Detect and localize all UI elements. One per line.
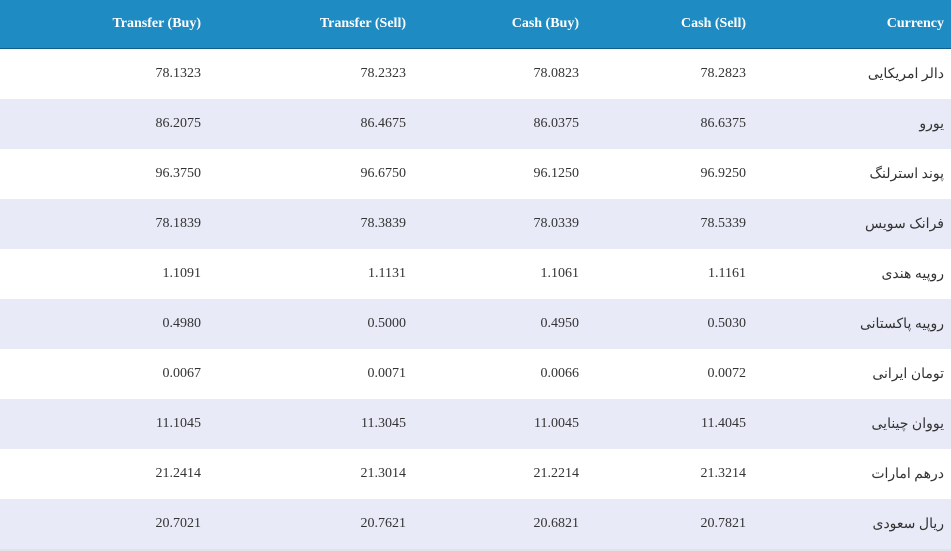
cash-sell-value: 0.0072: [707, 366, 747, 381]
transfer-sell-value: 78.3839: [360, 216, 407, 231]
cash-buy-value: 0.4950: [540, 316, 580, 331]
currency-name: روپیه هندی: [881, 266, 944, 282]
transfer-buy-value: 86.2075: [155, 116, 202, 131]
table-row: 21.2414 21.3014 21.2214 21.3214 درهم اما…: [0, 449, 951, 499]
cash-buy-value: 86.0375: [533, 116, 580, 131]
transfer-sell-value: 1.1131: [368, 266, 406, 281]
header-cash-sell: Cash (Sell): [681, 16, 746, 31]
transfer-buy-value: 78.1323: [155, 66, 202, 81]
currency-name: تومان ایرانی: [872, 366, 944, 382]
transfer-buy-value: 0.4980: [162, 316, 202, 331]
cash-buy-value: 0.0066: [540, 366, 580, 381]
transfer-buy-value: 0.0067: [162, 366, 202, 381]
currency-name: فرانک سویس: [865, 216, 944, 232]
currency-name: پوند استرلنگ: [869, 166, 944, 182]
transfer-buy-value: 96.3750: [155, 166, 202, 181]
cash-buy-value: 78.0823: [533, 66, 580, 81]
transfer-buy-value: 1.1091: [162, 266, 202, 281]
cash-buy-value: 1.1061: [540, 266, 580, 281]
transfer-buy-value: 21.2414: [155, 466, 202, 481]
cash-sell-value: 86.6375: [700, 116, 747, 131]
transfer-sell-value: 86.4675: [360, 116, 407, 131]
transfer-sell-value: 20.7621: [360, 516, 407, 531]
cash-buy-value: 78.0339: [533, 216, 580, 231]
currency-name: دالر امریکایی: [867, 66, 944, 82]
table-body: 78.1323 78.2323 78.0823 78.2823 دالر امر…: [0, 49, 951, 549]
transfer-buy-value: 11.1045: [156, 416, 201, 431]
cash-sell-value: 21.3214: [700, 466, 747, 481]
currency-name: درهم امارات: [871, 466, 944, 482]
table-row: 96.3750 96.6750 96.1250 96.9250 پوند است…: [0, 149, 951, 199]
transfer-sell-value: 96.6750: [360, 166, 407, 181]
table-row: 78.1839 78.3839 78.0339 78.5339 فرانک سو…: [0, 199, 951, 249]
transfer-sell-value: 11.3045: [361, 416, 406, 431]
cash-sell-value: 20.7821: [700, 516, 747, 531]
table-row: 11.1045 11.3045 11.0045 11.4045 یووان چی…: [0, 399, 951, 449]
table-header: Transfer (Buy) Transfer (Sell) Cash (Buy…: [0, 0, 951, 49]
cash-buy-value: 96.1250: [533, 166, 580, 181]
header-currency: Currency: [886, 16, 944, 31]
table-row: 86.2075 86.4675 86.0375 86.6375 یورو: [0, 99, 951, 149]
cash-sell-value: 96.9250: [700, 166, 747, 181]
cash-buy-value: 20.6821: [533, 516, 580, 531]
header-cash-buy: Cash (Buy): [511, 16, 579, 31]
table-row: 78.1323 78.2323 78.0823 78.2823 دالر امر…: [0, 49, 951, 99]
cash-buy-value: 11.0045: [534, 416, 579, 431]
table-bottom-border: [0, 549, 951, 551]
transfer-sell-value: 0.5000: [367, 316, 407, 331]
transfer-sell-value: 21.3014: [360, 466, 407, 481]
currency-name: یورو: [919, 116, 944, 132]
currency-name: یووان چینایی: [871, 416, 945, 432]
table-row: 0.0067 0.0071 0.0066 0.0072 تومان ایرانی: [0, 349, 951, 399]
transfer-buy-value: 78.1839: [155, 216, 202, 231]
cash-sell-value: 1.1161: [708, 266, 746, 281]
currency-name: روپیه پاکستانی: [859, 316, 944, 332]
table-row: 1.1091 1.1131 1.1061 1.1161 روپیه هندی: [0, 249, 951, 299]
cash-sell-value: 11.4045: [701, 416, 746, 431]
transfer-sell-value: 0.0071: [367, 366, 407, 381]
header-transfer-buy: Transfer (Buy): [112, 16, 201, 31]
table-row: 20.7021 20.7621 20.6821 20.7821 ریال سعو…: [0, 499, 951, 549]
transfer-sell-value: 78.2323: [360, 66, 407, 81]
cash-buy-value: 21.2214: [533, 466, 580, 481]
cash-sell-value: 78.5339: [700, 216, 747, 231]
table-row: 0.4980 0.5000 0.4950 0.5030 روپیه پاکستا…: [0, 299, 951, 349]
currency-name: ریال سعودی: [872, 516, 944, 532]
transfer-buy-value: 20.7021: [155, 516, 202, 531]
cash-sell-value: 78.2823: [700, 66, 747, 81]
header-transfer-sell: Transfer (Sell): [319, 16, 406, 31]
cash-sell-value: 0.5030: [707, 316, 747, 331]
